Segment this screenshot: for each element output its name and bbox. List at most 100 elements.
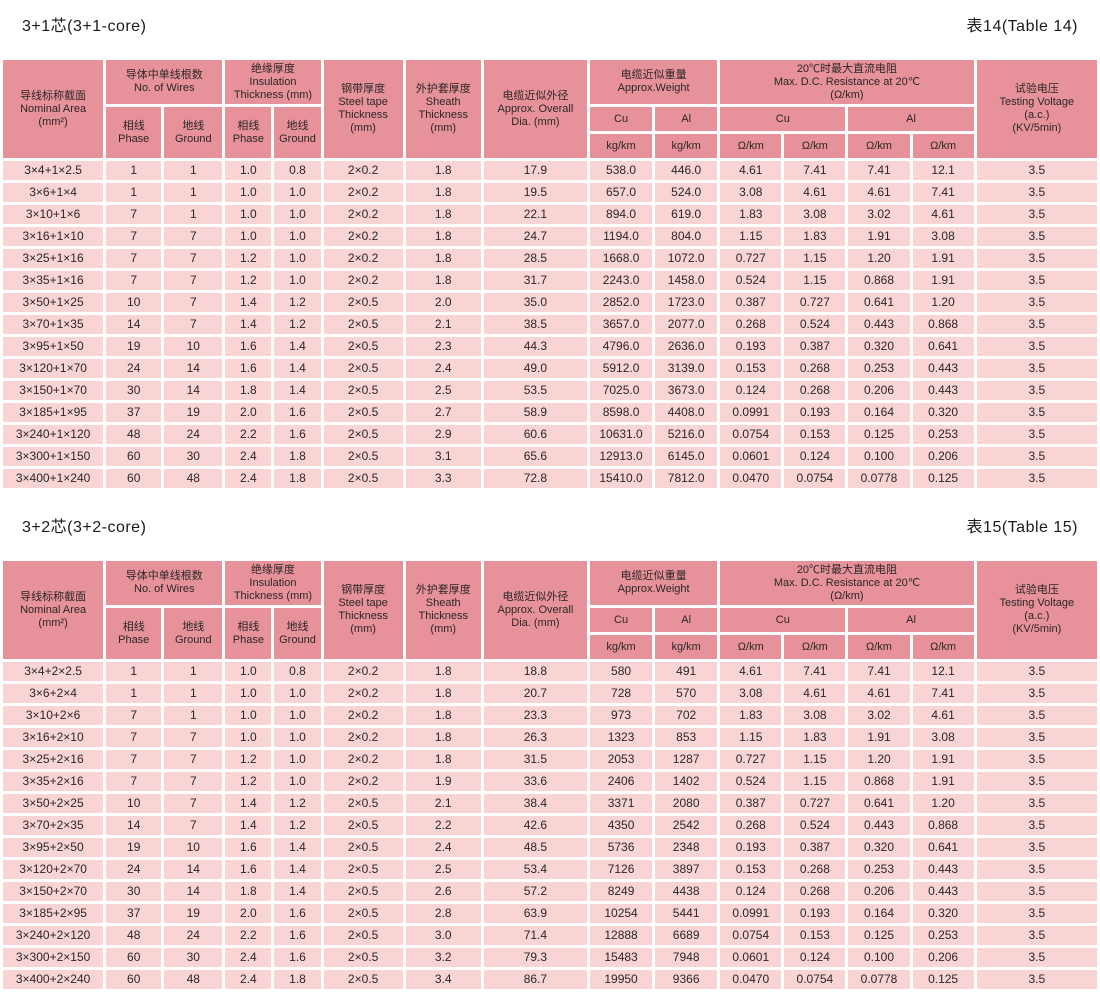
table-cell: 3.2 <box>405 948 481 967</box>
table-cell: 1.6 <box>225 860 272 879</box>
table-cell: 3.3 <box>405 469 481 488</box>
table-cell: 0.193 <box>720 838 782 857</box>
table-cell: 3.08 <box>912 227 974 246</box>
table-cell: 3.5 <box>976 904 1097 923</box>
table-cell: 3.5 <box>976 183 1097 202</box>
table-cell: 0.253 <box>848 860 910 879</box>
section-3plus2-core: 3+2芯(3+2-core) 表15(Table 15) 导线标称截面 Nomi… <box>0 513 1100 992</box>
table-cell: 14 <box>164 359 223 378</box>
table-cell: 0.524 <box>784 315 846 334</box>
table-cell: 0.320 <box>848 838 910 857</box>
table-cell: 86.7 <box>483 970 587 989</box>
table-cell: 1.83 <box>784 227 846 246</box>
table-cell: 1.2 <box>274 816 321 835</box>
table-cell: 19 <box>164 904 223 923</box>
table-cell: 3×300+1×150 <box>3 447 104 466</box>
table-cell: 7 <box>164 794 223 813</box>
table-cell: 3.5 <box>976 794 1097 813</box>
table-cell: 0.443 <box>848 816 910 835</box>
col-header-steel-tape: 钢带厚度 Steel tape Thickness (mm) <box>323 561 403 659</box>
table-cell: 2.4 <box>225 970 272 989</box>
table-cell: 1.15 <box>784 772 846 791</box>
table-cell: 1.8 <box>274 469 321 488</box>
table-cell: 1.8 <box>405 205 481 224</box>
table-cell: 1.91 <box>848 728 910 747</box>
table-cell: 10631.0 <box>589 425 653 444</box>
table-cell: 1194.0 <box>589 227 653 246</box>
table-cell: 3×400+1×240 <box>3 469 104 488</box>
table-cell: 7812.0 <box>655 469 718 488</box>
table-cell: 1.15 <box>784 249 846 268</box>
table-cell: 2542 <box>655 816 718 835</box>
col-header-insulation-phase: 相线 Phase <box>225 608 272 659</box>
table-cell: 0.100 <box>848 447 910 466</box>
table-cell: 804.0 <box>655 227 718 246</box>
table-cell: 1.0 <box>225 227 272 246</box>
table-cell: 1.6 <box>225 838 272 857</box>
table-cell: 973 <box>589 706 653 725</box>
table-cell: 1.4 <box>274 838 321 857</box>
table-cell: 0.0470 <box>720 970 782 989</box>
table-cell: 7 <box>106 750 162 769</box>
table-row: 3×4+2×2.5 1 1 1.0 0.8 2×0.2 1.8 18.8 580 491 4.61 7… <box>3 662 1097 681</box>
table-cell: 17.9 <box>483 161 587 180</box>
table-cell: 3×120+2×70 <box>3 860 104 879</box>
table-cell: 1.8 <box>274 970 321 989</box>
table-cell: 1 <box>164 662 223 681</box>
table-cell: 3.5 <box>976 359 1097 378</box>
table-cell: 1.0 <box>274 183 321 202</box>
table-cell: 1.0 <box>274 684 321 703</box>
table-row: 3×50+2×25 10 7 1.4 1.2 2×0.5 2.1 38.4 3371 2080 0.… <box>3 794 1097 813</box>
table-cell: 3×400+2×240 <box>3 970 104 989</box>
table-cell: 3×10+2×6 <box>3 706 104 725</box>
table-cell: 3.5 <box>976 662 1097 681</box>
table-cell: 3.5 <box>976 469 1097 488</box>
table-cell: 1.91 <box>912 249 974 268</box>
table-cell: 48 <box>106 926 162 945</box>
table-title-3plus1: 3+1芯(3+1-core) <box>22 18 147 35</box>
table-cell: 65.6 <box>483 447 587 466</box>
table-cell: 1.91 <box>912 271 974 290</box>
table-cell: 2.4 <box>225 948 272 967</box>
table-cell: 1.0 <box>274 271 321 290</box>
table-cell: 3×185+2×95 <box>3 904 104 923</box>
table-cell: 1.6 <box>274 926 321 945</box>
table-cell: 26.3 <box>483 728 587 747</box>
table-cell: 7 <box>164 249 223 268</box>
table-cell: 1.8 <box>405 750 481 769</box>
table-cell: 1 <box>164 205 223 224</box>
table-cell: 14 <box>164 882 223 901</box>
table-row: 3×185+2×95 37 19 2.0 1.6 2×0.5 2.8 63.9 10254 544… <box>3 904 1097 923</box>
table-cell: 1402 <box>655 772 718 791</box>
table-cell: 44.3 <box>483 337 587 356</box>
table-cell: 3×95+1×50 <box>3 337 104 356</box>
table-cell: 7.41 <box>848 662 910 681</box>
table-cell: 1 <box>164 706 223 725</box>
table-cell: 1.2 <box>225 750 272 769</box>
col-header-resistance-al: Al <box>848 107 974 131</box>
table-cell: 0.268 <box>784 359 846 378</box>
table-cell: 1.6 <box>274 948 321 967</box>
table-row: 3×400+2×240 60 48 2.4 1.8 2×0.5 3.4 86.7 19950 93… <box>3 970 1097 989</box>
table-cell: 3.1 <box>405 447 481 466</box>
table-cell: 3.5 <box>976 684 1097 703</box>
table-cell: 2×0.2 <box>323 227 403 246</box>
table-cell: 2×0.5 <box>323 403 403 422</box>
table-cell: 1.0 <box>225 728 272 747</box>
table-cell: 38.5 <box>483 315 587 334</box>
table-cell: 1.8 <box>405 183 481 202</box>
table-cell: 1.0 <box>225 684 272 703</box>
col-header-resistance-cu: Cu <box>720 107 846 131</box>
table-cell: 1.2 <box>274 794 321 813</box>
table-cell: 1.4 <box>225 315 272 334</box>
table-row: 3×400+1×240 60 48 2.4 1.8 2×0.5 3.3 72.8 15410.0… <box>3 469 1097 488</box>
table-cell: 0.124 <box>720 882 782 901</box>
table-cell: 2×0.5 <box>323 794 403 813</box>
table-cell: 10 <box>164 337 223 356</box>
table-cell: 1.83 <box>784 728 846 747</box>
table-cell: 3×35+1×16 <box>3 271 104 290</box>
table-cell: 1.4 <box>274 337 321 356</box>
table-cell: 1.6 <box>225 359 272 378</box>
table-cell: 2×0.2 <box>323 772 403 791</box>
col-header-resistance-al: Al <box>848 608 974 632</box>
